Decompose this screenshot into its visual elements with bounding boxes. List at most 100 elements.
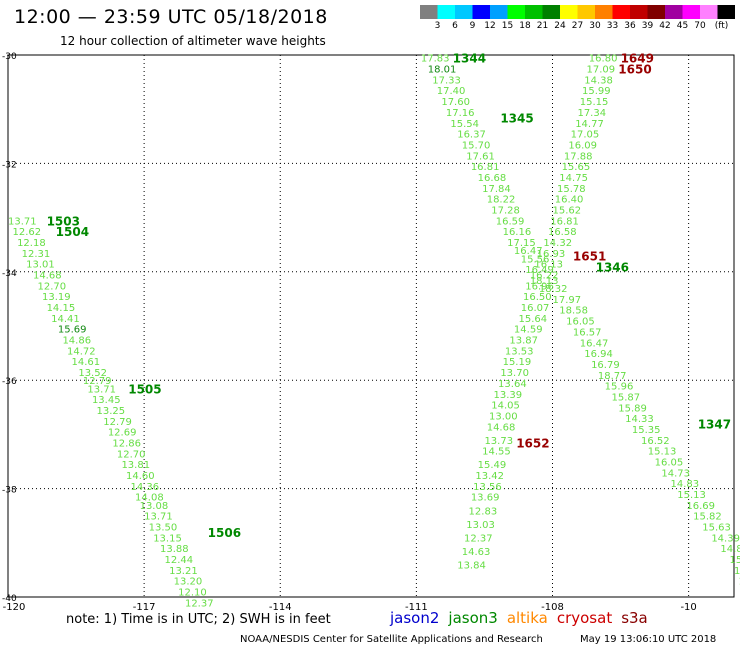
legend-swatch [490,5,508,19]
pass-label: 1346 [596,260,629,274]
wave-height-value: 14.55 [482,447,511,458]
pass-label: 1505 [128,382,161,396]
wave-height-value: 16.09 [568,140,597,151]
satellite-cryosat: cryosat [556,609,613,627]
wave-height-value: 15.54 [450,119,479,130]
wave-height-value: 15.13 [648,447,677,458]
wave-height-value: 14.80 [720,544,740,555]
y-tick-label: -36 [2,377,17,387]
legend-swatch [647,5,665,19]
legend-label: 30 [589,21,601,31]
legend-swatch [665,5,683,19]
wave-height-value: 14.86 [62,336,91,347]
wave-height-value: 16.16 [503,227,532,238]
wave-height-value: 13.71 [8,216,37,227]
wave-height-value: 17.88 [564,151,593,162]
wave-height-value: 14.59 [514,325,543,336]
x-tick-label: -108 [541,602,564,610]
page-title: 12:00 — 23:59 UTC 05/18/2018 [14,6,328,28]
legend-label: 6 [452,21,458,31]
generated-timestamp: May 19 13:06:10 UTC 2018 [580,634,717,645]
pass-label: 1503 [47,214,80,228]
legend-swatch [542,5,560,19]
wave-height-value: 12.69 [108,428,137,439]
wave-height-value: 13.25 [96,406,125,417]
wave-height-value: 14.08 [135,493,164,504]
legend-swatch [507,5,525,19]
wave-height-value: 14.83 [670,479,699,490]
wave-height-value: 15.62 [553,205,582,216]
wave-height-value: 16.40 [555,195,584,206]
x-tick-label: -114 [269,602,292,610]
wave-height-value: 13.84 [457,560,486,571]
wave-height-value: 18.32 [539,284,568,295]
wave-height-value: 18.58 [559,306,588,317]
wave-height-value: 12.44 [165,555,194,566]
wave-height-value: 16.05 [655,458,684,469]
legend-label: 27 [571,21,584,31]
wave-height-value: 12.31 [22,249,51,260]
wave-height-value: 18.13 [530,276,559,287]
legend-label: 15 [501,21,514,31]
legend-swatch [420,5,438,19]
legend-swatch [455,5,473,19]
satellite-altika: altika [506,609,548,627]
pass-label: 1347 [698,418,731,432]
wave-height-value: 14. [734,566,740,577]
track-1649: 16.8017.0914.3815.9915.1517.3414.7717.05… [457,54,617,572]
wave-height-value: 17.28 [491,205,520,216]
wave-height-value: 12.37 [464,533,493,544]
wave-height-value: 14.15 [47,303,76,314]
legend-label: 3 [434,21,441,31]
wave-height-value: 12.70 [117,449,146,460]
y-tick-label: -38 [2,486,17,496]
wave-height-value: 16.57 [573,327,602,338]
wave-height-value: 15.99 [582,86,611,97]
wave-height-value: 17.60 [441,97,470,108]
wave-height-value: 13.03 [466,520,495,531]
wave-height-value: 17.34 [577,108,606,119]
wave-height-value: 15.13 [677,490,706,501]
wave-height-value: 15.69 [58,325,87,336]
satellite-s3a: s3a [621,609,648,627]
wave-height-value: 16.59 [496,216,525,227]
pass-label: 1345 [500,111,533,125]
wave-height-value: 18.01 [428,65,457,76]
wave-height-value: 16.50 [523,292,552,303]
wave-height-value: 13.42 [475,471,504,482]
wave-height-value: 14.05 [491,401,520,412]
y-tick-label: -40 [2,594,17,604]
wave-height-value: 14.73 [661,468,690,479]
wave-height-value: 16.79 [591,360,620,371]
legend-swatch [700,5,718,19]
wave-height-value: 16.05 [566,317,595,328]
wave-height-value: 15.5 [729,555,740,566]
wave-height-value: 14.61 [72,357,101,368]
wave-height-value: 15.49 [478,460,507,471]
legend-swatch [560,5,578,19]
wave-height-value: 14.38 [584,75,613,86]
wave-height-value: 14.32 [543,238,572,249]
wave-height-value: 17.83 [421,54,450,65]
legend-label: (ft) [714,21,729,31]
wave-height-value: 13.81 [121,460,150,471]
wave-height-value: 16.22 [530,271,559,282]
wave-height-value: 16.13 [534,260,563,271]
legend-label: 39 [641,21,654,31]
wave-height-value: 13.56 [473,482,502,493]
x-tick-label: -10 [680,602,696,610]
wave-height-value: 12.79 [103,417,132,428]
wave-height-value: 15.87 [611,392,640,403]
wave-height-value: 14.60 [126,471,155,482]
wave-height-value: 16.80 [589,54,618,65]
legend-swatch [437,5,455,19]
satellite-legend: jason2 jason3 altika cryosat s3a [390,609,657,627]
wave-height-value: 13.15 [153,533,182,544]
wave-height-value: 13.71 [87,384,116,395]
track-1503: 13.7112.6212.1812.3113.0114.6812.7013.19… [8,216,214,609]
wave-height-value: 16.69 [686,501,715,512]
wave-height-value: 16.49 [525,265,554,276]
wave-height-value: 13.21 [169,566,198,577]
wave-height-value: 14.33 [625,414,654,425]
legend-label: 42 [659,21,671,31]
